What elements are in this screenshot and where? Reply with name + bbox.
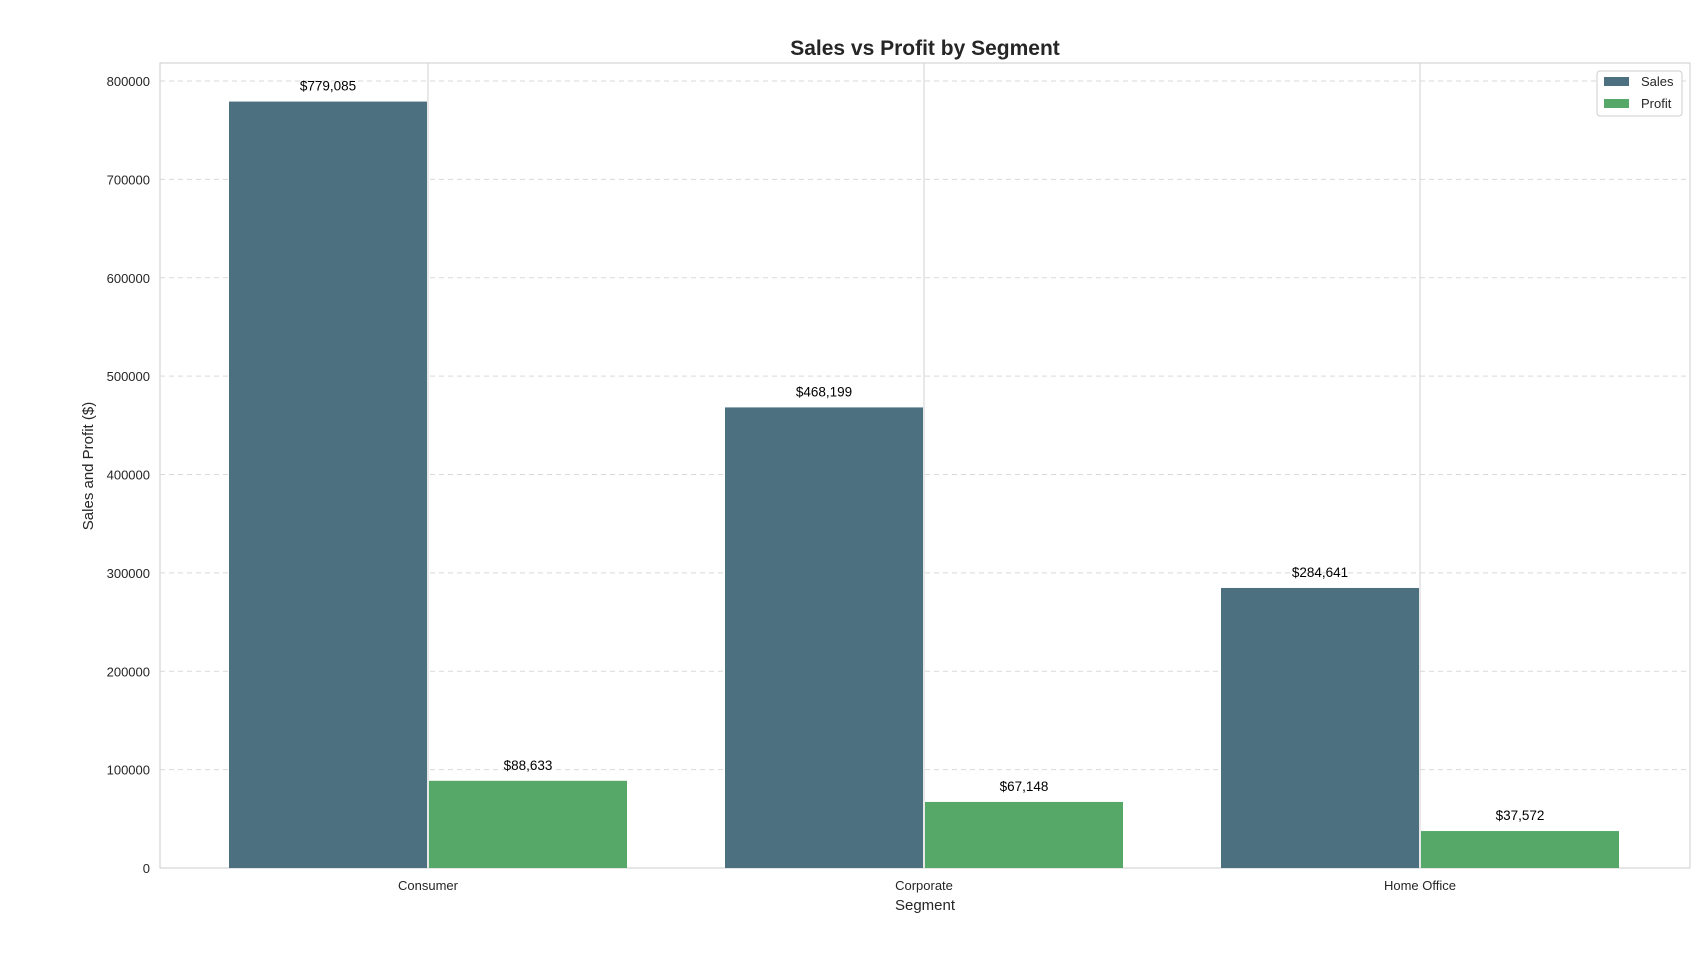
data-label: $468,199	[796, 384, 852, 399]
bars	[229, 101, 1619, 868]
x-tick-label: Consumer	[398, 878, 459, 893]
bar-sales-consumer	[229, 101, 427, 868]
y-axis-label: Sales and Profit ($)	[80, 402, 97, 530]
x-axis-label: Segment	[895, 897, 956, 914]
y-tick-label: 100000	[107, 763, 150, 778]
legend-swatch-profit	[1604, 99, 1629, 108]
y-tick-label: 400000	[107, 468, 150, 483]
data-label: $67,148	[1000, 779, 1049, 794]
y-tick-label: 0	[143, 861, 150, 876]
legend-label-sales: Sales	[1641, 74, 1674, 89]
bar-profit-home-office	[1421, 831, 1619, 868]
y-axis-ticks: 0 100000 200000 300000 400000 500000 600000 700…	[107, 74, 150, 876]
x-axis-ticks: Consumer Corporate Home Office	[398, 878, 1456, 893]
data-label: $37,572	[1496, 808, 1545, 823]
data-labels: $779,085 $88,633 $468,199 $67,148 $284,641 $3…	[300, 79, 1545, 823]
y-tick-label: 600000	[107, 271, 150, 286]
bar-profit-consumer	[429, 780, 627, 868]
y-tick-label: 500000	[107, 369, 150, 384]
legend-swatch-sales	[1604, 77, 1629, 86]
data-label: $779,085	[300, 79, 356, 94]
x-tick-label: Corporate	[895, 878, 953, 893]
y-tick-label: 200000	[107, 664, 150, 679]
bar-sales-home-office	[1221, 587, 1419, 868]
data-label: $284,641	[1292, 565, 1348, 580]
y-tick-label: 800000	[107, 74, 150, 89]
x-tick-label: Home Office	[1384, 878, 1456, 893]
bar-sales-corporate	[725, 407, 923, 868]
chart-title: Sales vs Profit by Segment	[790, 37, 1060, 60]
legend: Sales Profit	[1596, 70, 1683, 117]
bar-profit-corporate	[925, 801, 1123, 868]
y-tick-label: 300000	[107, 566, 150, 581]
data-label: $88,633	[504, 758, 553, 773]
y-tick-label: 700000	[107, 172, 150, 187]
legend-label-profit: Profit	[1641, 96, 1672, 111]
